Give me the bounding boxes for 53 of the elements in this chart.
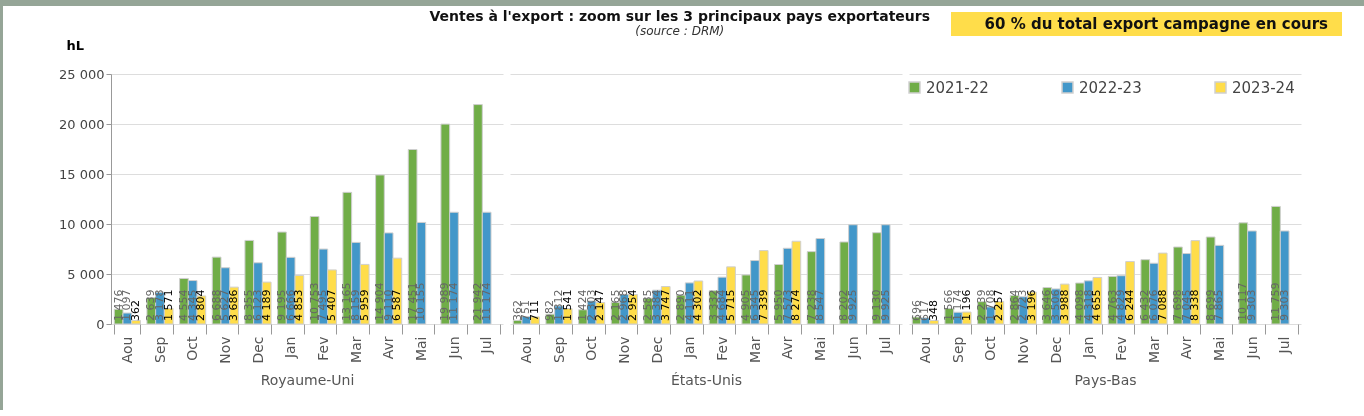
x-tick-label: Jun — [844, 336, 861, 360]
x-tick-label: Sep — [151, 336, 168, 363]
data-label: 10 155 — [414, 282, 428, 321]
x-tick-label: Aou — [916, 336, 933, 364]
x-tick-label: Dec — [648, 336, 665, 364]
x-tick-label: Jan — [282, 336, 299, 360]
x-tick-label: Oct — [583, 336, 600, 361]
x-tick-label: Jun — [1243, 336, 1260, 360]
x-tick-label: Jul — [1276, 336, 1293, 355]
y-tick-label: 25 000 — [59, 66, 105, 82]
x-tick-label: Jul — [478, 336, 495, 355]
x-tick-label: Avr — [380, 336, 397, 360]
x-tick-label: Fev — [713, 336, 730, 361]
x-tick-label: Dec — [249, 336, 266, 364]
legend-label: 2022-23 — [1079, 78, 1142, 97]
x-axis-title: États-Unis — [670, 371, 743, 388]
x-tick-label: Nov — [1014, 336, 1031, 364]
x-tick-label: Mar — [1145, 336, 1162, 363]
x-tick-label: Jun — [445, 336, 462, 360]
x-tick-label: Jan — [681, 336, 698, 360]
y-axis-title: hL — [66, 37, 85, 53]
x-tick-label: Nov — [615, 336, 632, 364]
chart-subtitle: (source : DRM) — [635, 24, 725, 38]
x-tick-label: Fev — [314, 336, 331, 361]
x-tick-label: Oct — [184, 336, 201, 361]
x-tick-label: Mar — [347, 336, 364, 363]
x-tick-label: Aou — [517, 336, 534, 364]
x-tick-label: Nov — [216, 336, 233, 364]
x-tick-label: Oct — [982, 336, 999, 361]
y-tick-label: 15 000 — [59, 166, 105, 182]
x-tick-label: Mai — [412, 336, 429, 362]
x-axis-title: Royaume-Uni — [260, 371, 355, 388]
x-tick-label: Dec — [1047, 336, 1064, 364]
y-tick-label: 20 000 — [59, 116, 105, 132]
x-axis-title: Pays-Bas — [1074, 371, 1137, 388]
x-tick-label: Avr — [779, 336, 796, 360]
legend-label: 2023-24 — [1232, 78, 1295, 97]
x-tick-label: Jan — [1080, 336, 1097, 360]
y-tick-label: 0 — [96, 316, 105, 332]
y-tick-label: 5 000 — [67, 266, 105, 282]
x-tick-label: Mai — [811, 336, 828, 362]
x-tick-label: Jul — [877, 336, 894, 355]
chart-title: Ventes à l'export : zoom sur les 3 principaux pays exportateurs — [429, 8, 931, 24]
x-tick-label: Aou — [118, 336, 135, 364]
x-tick-label: Mai — [1210, 336, 1227, 362]
x-tick-label: Sep — [550, 336, 567, 363]
x-tick-label: Mar — [746, 336, 763, 363]
x-tick-label: Avr — [1178, 336, 1195, 360]
x-tick-label: Sep — [949, 336, 966, 363]
legend-label: 2021-22 — [926, 78, 989, 97]
y-tick-label: 10 000 — [59, 216, 105, 232]
x-tick-label: Fev — [1112, 336, 1129, 361]
text: 60 % du total export campagne en cours — [950, 12, 1342, 36]
